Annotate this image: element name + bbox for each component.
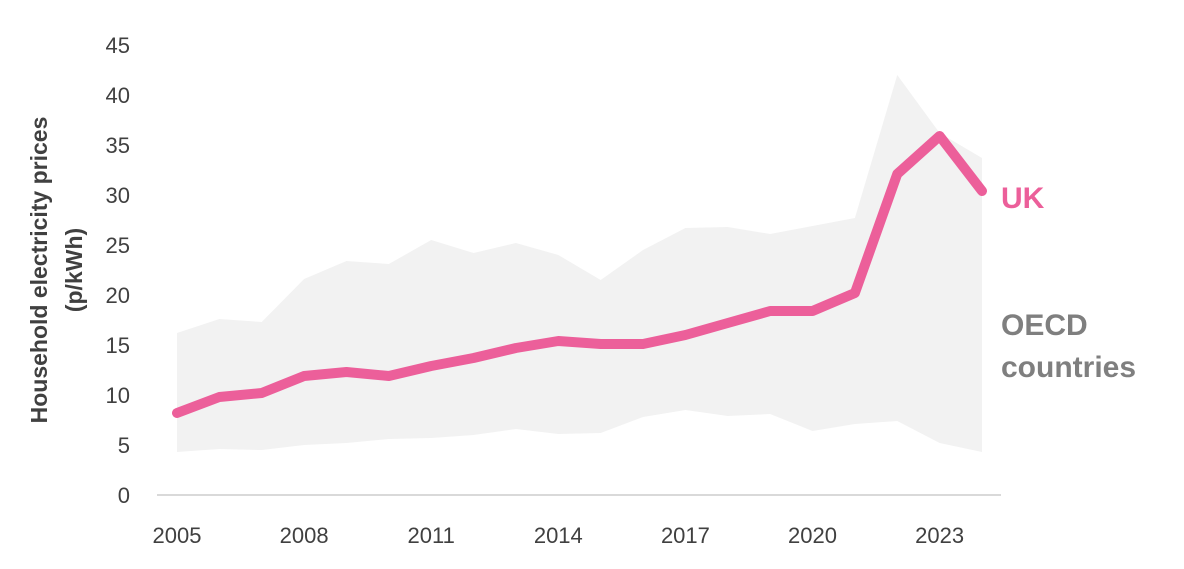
y-tick-label: 45 <box>106 33 130 58</box>
y-tick-labels: 0 5 10 15 20 25 30 35 40 45 <box>106 33 130 508</box>
y-tick-label: 25 <box>106 233 130 258</box>
x-tick-label: 2017 <box>661 523 710 548</box>
x-tick-label: 2005 <box>153 523 202 548</box>
x-tick-label: 2008 <box>280 523 329 548</box>
oecd-band-layer <box>177 75 982 452</box>
oecd-series-label-line1: OECD <box>1001 309 1088 342</box>
y-tick-label: 15 <box>106 333 130 358</box>
uk-line-layer <box>172 131 987 418</box>
oecd-series-label-line2: countries <box>1001 351 1136 384</box>
y-axis-title-line2: (p/kWh) <box>61 228 87 312</box>
y-tick-label: 10 <box>106 383 130 408</box>
x-tick-label: 2014 <box>534 523 583 548</box>
uk-series-label: UK <box>1001 182 1045 215</box>
y-tick-label: 40 <box>106 83 130 108</box>
uk-price-line <box>172 131 987 418</box>
y-tick-label: 0 <box>118 483 130 508</box>
y-tick-label: 20 <box>106 283 130 308</box>
x-tick-label: 2020 <box>788 523 837 548</box>
y-tick-label: 5 <box>118 433 130 458</box>
x-tick-label: 2011 <box>408 523 455 548</box>
oecd-range-band <box>177 75 982 452</box>
x-tick-label: 2023 <box>915 523 964 548</box>
x-tick-labels: 2005 2008 2011 2014 2017 2020 2023 <box>153 523 965 548</box>
y-tick-label: 35 <box>106 133 130 158</box>
y-axis-title-line1: Household electricity prices <box>26 117 52 424</box>
y-tick-label: 30 <box>106 183 130 208</box>
